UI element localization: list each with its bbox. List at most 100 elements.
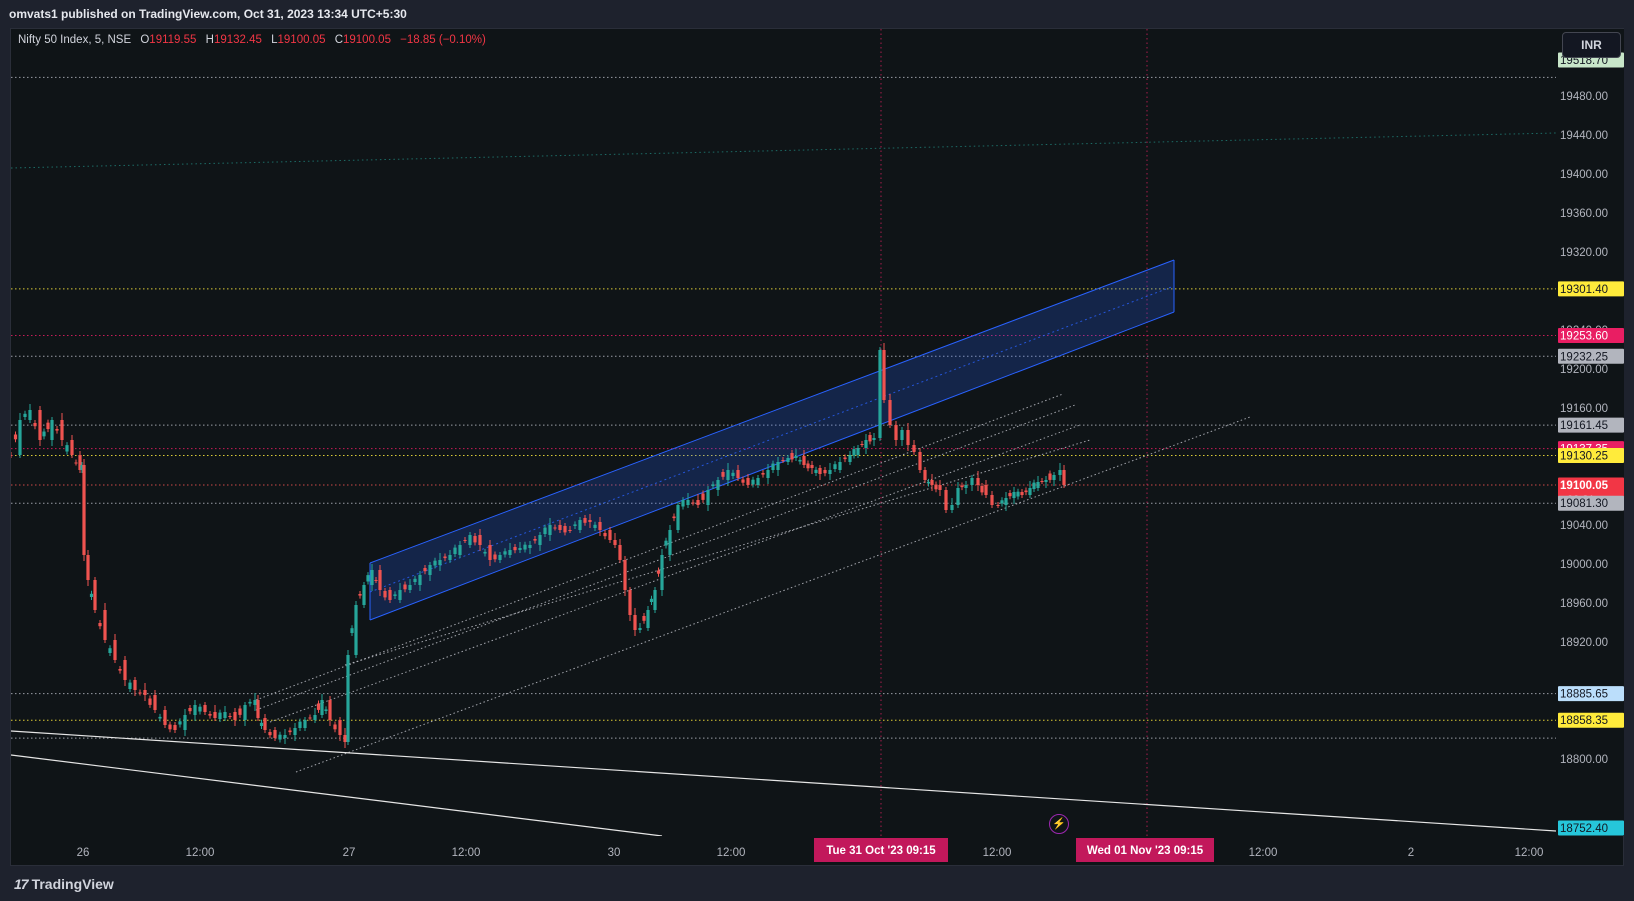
candle-body — [563, 526, 567, 533]
candle-body — [253, 700, 257, 705]
candle-body — [843, 457, 847, 460]
candle-body — [123, 660, 127, 680]
candle-body — [878, 350, 882, 438]
candle-body — [538, 535, 542, 545]
time-tick-label: 30 — [608, 847, 621, 859]
price-tag-label: 19130.25 — [1560, 451, 1608, 463]
candle-body — [1058, 470, 1062, 475]
lightning-icon[interactable]: ⚡ — [1049, 814, 1069, 834]
price-tag — [1558, 281, 1624, 297]
candle-body — [944, 490, 948, 510]
candle-body — [358, 594, 362, 596]
candle-body — [50, 420, 54, 440]
candle-body — [428, 565, 432, 575]
candle-body — [488, 545, 492, 560]
price-tag-label: 18885.65 — [1560, 689, 1608, 701]
candle-body — [706, 490, 710, 505]
candle-body — [283, 735, 287, 738]
candle-body — [950, 505, 954, 510]
channel-top-line — [369, 259, 1175, 564]
trend-fan-line — [255, 404, 1076, 711]
time-axis: 26 12:00 27 12:00 30 12:00 12:00 12:00 2 12:00 Tue… — [11, 837, 1556, 865]
candle-body — [976, 478, 980, 485]
candle-body — [996, 505, 1000, 506]
candle-body — [668, 530, 672, 555]
candle-body — [153, 695, 157, 710]
candle-body — [766, 470, 770, 478]
time-tick-label: 12:00 — [717, 847, 746, 859]
candle-body — [313, 715, 317, 720]
candle-body — [508, 550, 512, 555]
candle-body — [268, 732, 272, 736]
candle-body — [350, 628, 354, 633]
price-tag — [1558, 348, 1624, 364]
candle-body — [278, 734, 282, 740]
candle-body — [453, 547, 457, 554]
candle-body — [776, 462, 780, 470]
candle-body — [930, 480, 934, 485]
candle-body — [303, 720, 307, 728]
candle-body — [498, 555, 502, 560]
candle-body — [848, 455, 852, 462]
time-tick-label: 26 — [77, 847, 90, 859]
candle-body — [533, 539, 537, 541]
candle-body — [1032, 482, 1036, 489]
time-tick-label: 12:00 — [186, 847, 215, 859]
candle-body — [761, 473, 765, 475]
price-tick-label: 19400.00 — [1560, 169, 1608, 181]
candle-body — [810, 465, 814, 468]
candle-body — [316, 703, 321, 710]
tradingview-logo[interactable]: 17 TradingView — [14, 876, 114, 892]
candle-body — [228, 716, 232, 717]
candle-body — [413, 578, 417, 582]
candle-body — [794, 456, 798, 458]
price-tag-label: 19301.40 — [1560, 284, 1608, 296]
candle-body — [362, 585, 366, 605]
candle-body — [158, 716, 162, 719]
candle-body — [802, 456, 806, 465]
trend-fan-line — [295, 416, 1251, 773]
candle-body — [324, 709, 328, 711]
candle-body — [438, 560, 442, 565]
candle-body — [543, 527, 547, 534]
candle-body — [1048, 473, 1052, 480]
price-tag-label: 19253.60 — [1560, 330, 1608, 342]
time-tick-label: 12:00 — [452, 847, 481, 859]
time-tick-label: 12:00 — [983, 847, 1012, 859]
time-tick-label: 12:00 — [1249, 847, 1278, 859]
candle-body — [248, 701, 252, 704]
candle-body — [42, 431, 46, 437]
candle-body — [856, 448, 860, 455]
candle-body — [513, 547, 517, 551]
chart-frame[interactable] — [10, 28, 1624, 866]
candle-body — [133, 680, 137, 690]
candle-body — [408, 585, 412, 590]
candle-body — [1004, 498, 1008, 505]
candle-body — [259, 722, 264, 726]
candle-body — [751, 479, 755, 485]
candles — [11, 343, 1066, 748]
price-tag-label: 18858.35 — [1560, 715, 1608, 727]
candle-body — [483, 551, 487, 554]
candle-body — [721, 472, 725, 477]
candle-body — [243, 705, 247, 720]
currency-button[interactable]: INR — [1562, 32, 1621, 58]
candle-body — [980, 486, 984, 493]
price-tag-label: 19161.45 — [1560, 420, 1608, 432]
candle-body — [82, 465, 86, 555]
candle-body — [588, 520, 592, 522]
candle-body — [628, 590, 632, 615]
candle-body — [711, 484, 715, 486]
candle-body — [60, 420, 64, 440]
parallel-channel — [370, 260, 1174, 620]
candle-body — [888, 400, 892, 425]
legend-high-label: H — [205, 34, 214, 46]
candle-body — [1016, 491, 1020, 497]
candle-body — [872, 438, 876, 440]
candle-body — [128, 682, 132, 689]
candle-body — [823, 470, 827, 474]
candle-body — [548, 525, 552, 535]
candle-body — [736, 470, 740, 478]
legend-close: 19100.05 — [343, 34, 391, 46]
